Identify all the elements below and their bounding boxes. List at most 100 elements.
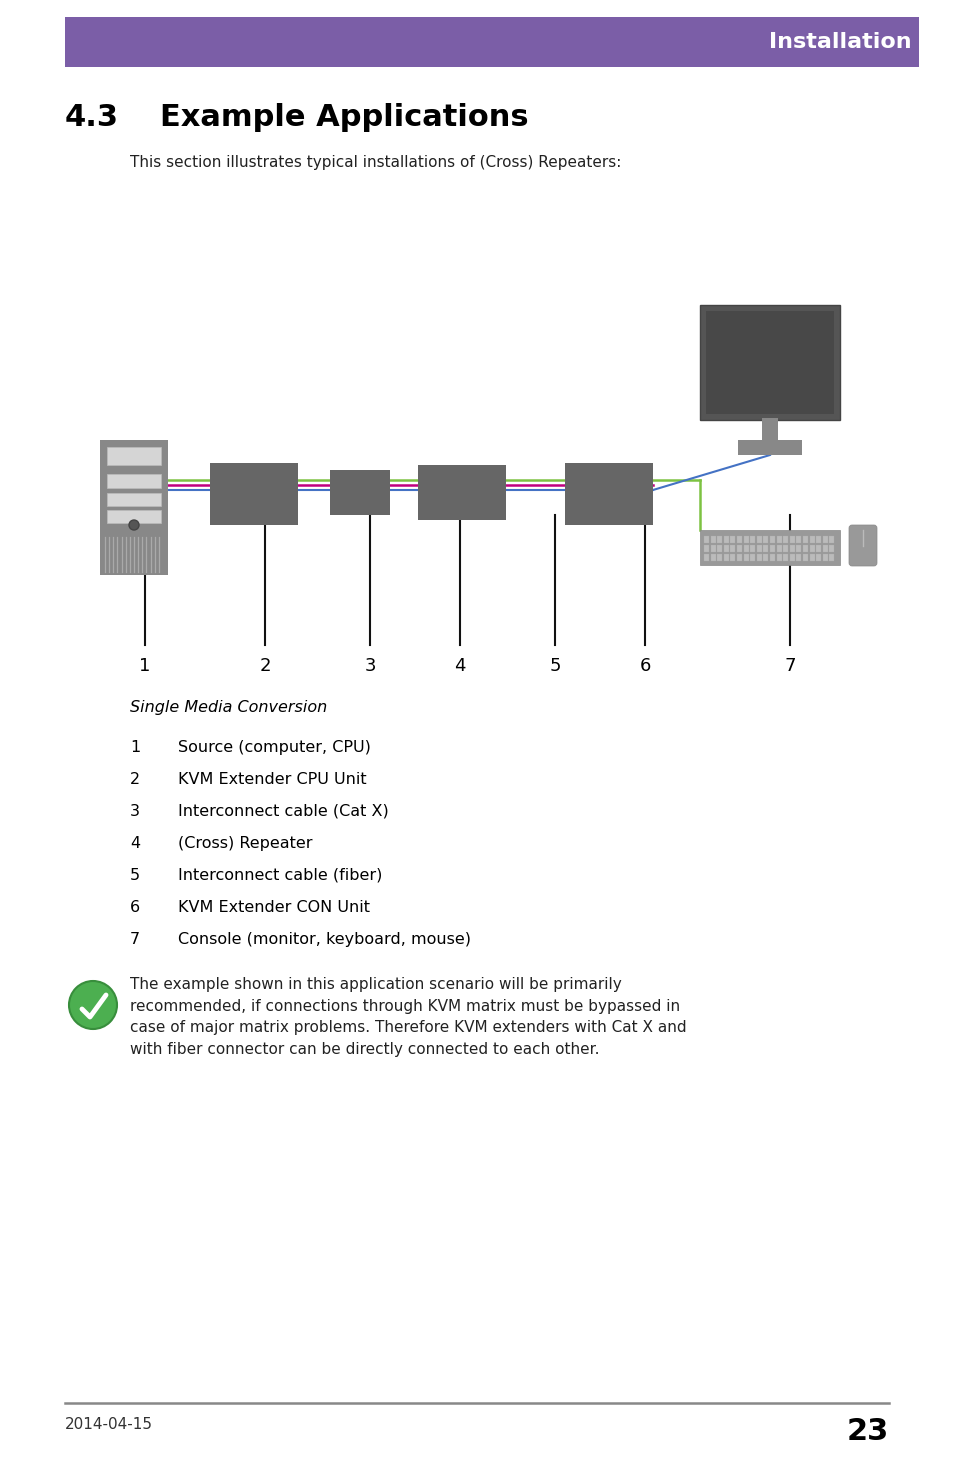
Text: 4.3: 4.3 (65, 103, 119, 131)
FancyBboxPatch shape (821, 535, 827, 543)
FancyBboxPatch shape (749, 553, 755, 560)
Text: 3: 3 (130, 804, 140, 819)
Text: 2014-04-15: 2014-04-15 (65, 1417, 152, 1432)
FancyBboxPatch shape (730, 544, 735, 552)
FancyBboxPatch shape (816, 544, 821, 552)
FancyBboxPatch shape (703, 553, 708, 560)
Text: KVM Extender CPU Unit: KVM Extender CPU Unit (178, 771, 366, 788)
Text: 4: 4 (454, 656, 465, 676)
FancyBboxPatch shape (782, 535, 787, 543)
FancyBboxPatch shape (809, 544, 814, 552)
Circle shape (69, 981, 117, 1030)
FancyBboxPatch shape (769, 535, 774, 543)
FancyBboxPatch shape (742, 544, 748, 552)
FancyBboxPatch shape (782, 553, 787, 560)
FancyBboxPatch shape (821, 544, 827, 552)
FancyBboxPatch shape (821, 553, 827, 560)
Text: 1: 1 (130, 740, 140, 755)
FancyBboxPatch shape (700, 305, 840, 420)
FancyBboxPatch shape (796, 535, 801, 543)
FancyBboxPatch shape (776, 535, 781, 543)
FancyBboxPatch shape (762, 553, 768, 560)
FancyBboxPatch shape (210, 463, 297, 525)
FancyBboxPatch shape (705, 311, 833, 414)
FancyBboxPatch shape (789, 535, 794, 543)
Text: KVM Extender CON Unit: KVM Extender CON Unit (178, 900, 370, 914)
Text: Single Media Conversion: Single Media Conversion (130, 701, 327, 715)
FancyBboxPatch shape (564, 463, 652, 525)
Text: Example Applications: Example Applications (160, 103, 528, 131)
Text: 7: 7 (783, 656, 795, 676)
FancyBboxPatch shape (65, 18, 918, 66)
FancyBboxPatch shape (796, 553, 801, 560)
Text: The example shown in this application scenario will be primarily
recommended, if: The example shown in this application sc… (130, 976, 686, 1056)
FancyBboxPatch shape (737, 544, 741, 552)
FancyBboxPatch shape (107, 473, 161, 488)
FancyBboxPatch shape (710, 535, 715, 543)
FancyBboxPatch shape (796, 544, 801, 552)
Text: This section illustrates typical installations of (Cross) Repeaters:: This section illustrates typical install… (130, 155, 620, 170)
FancyBboxPatch shape (700, 530, 840, 565)
FancyBboxPatch shape (769, 544, 774, 552)
FancyBboxPatch shape (107, 510, 161, 524)
Text: Interconnect cable (fiber): Interconnect cable (fiber) (178, 867, 382, 884)
FancyBboxPatch shape (417, 465, 505, 521)
FancyBboxPatch shape (848, 525, 876, 566)
FancyBboxPatch shape (789, 544, 794, 552)
Text: 6: 6 (130, 900, 140, 914)
FancyBboxPatch shape (769, 553, 774, 560)
FancyBboxPatch shape (828, 535, 834, 543)
FancyBboxPatch shape (762, 535, 768, 543)
Text: 2: 2 (130, 771, 140, 788)
FancyBboxPatch shape (828, 553, 834, 560)
FancyBboxPatch shape (802, 553, 807, 560)
FancyBboxPatch shape (703, 535, 708, 543)
Text: Console (monitor, keyboard, mouse): Console (monitor, keyboard, mouse) (178, 932, 471, 947)
Text: 23: 23 (846, 1417, 888, 1446)
FancyBboxPatch shape (738, 440, 801, 454)
FancyBboxPatch shape (802, 544, 807, 552)
FancyBboxPatch shape (756, 553, 761, 560)
FancyBboxPatch shape (710, 544, 715, 552)
FancyBboxPatch shape (742, 553, 748, 560)
FancyBboxPatch shape (756, 544, 761, 552)
FancyBboxPatch shape (703, 544, 708, 552)
Text: (Cross) Repeater: (Cross) Repeater (178, 836, 313, 851)
Text: 3: 3 (364, 656, 375, 676)
FancyBboxPatch shape (816, 535, 821, 543)
FancyBboxPatch shape (107, 493, 161, 506)
FancyBboxPatch shape (737, 553, 741, 560)
FancyBboxPatch shape (330, 471, 390, 515)
FancyBboxPatch shape (782, 544, 787, 552)
FancyBboxPatch shape (742, 535, 748, 543)
FancyBboxPatch shape (809, 535, 814, 543)
FancyBboxPatch shape (723, 553, 728, 560)
FancyBboxPatch shape (756, 535, 761, 543)
FancyBboxPatch shape (730, 553, 735, 560)
FancyBboxPatch shape (762, 544, 768, 552)
Text: 2: 2 (259, 656, 271, 676)
FancyBboxPatch shape (717, 544, 721, 552)
FancyBboxPatch shape (776, 553, 781, 560)
Text: 6: 6 (639, 656, 650, 676)
Text: Interconnect cable (Cat X): Interconnect cable (Cat X) (178, 804, 388, 819)
Text: 5: 5 (549, 656, 560, 676)
Text: 7: 7 (130, 932, 140, 947)
FancyBboxPatch shape (717, 535, 721, 543)
FancyBboxPatch shape (100, 440, 168, 575)
FancyBboxPatch shape (737, 535, 741, 543)
Text: 5: 5 (130, 867, 140, 884)
FancyBboxPatch shape (723, 544, 728, 552)
FancyBboxPatch shape (107, 447, 161, 465)
Text: Source (computer, CPU): Source (computer, CPU) (178, 740, 371, 755)
Text: Installation: Installation (768, 32, 911, 52)
Text: 1: 1 (139, 656, 151, 676)
FancyBboxPatch shape (723, 535, 728, 543)
FancyBboxPatch shape (730, 535, 735, 543)
FancyBboxPatch shape (710, 553, 715, 560)
Circle shape (129, 521, 139, 530)
FancyBboxPatch shape (776, 544, 781, 552)
FancyBboxPatch shape (828, 544, 834, 552)
FancyBboxPatch shape (809, 553, 814, 560)
FancyBboxPatch shape (749, 544, 755, 552)
